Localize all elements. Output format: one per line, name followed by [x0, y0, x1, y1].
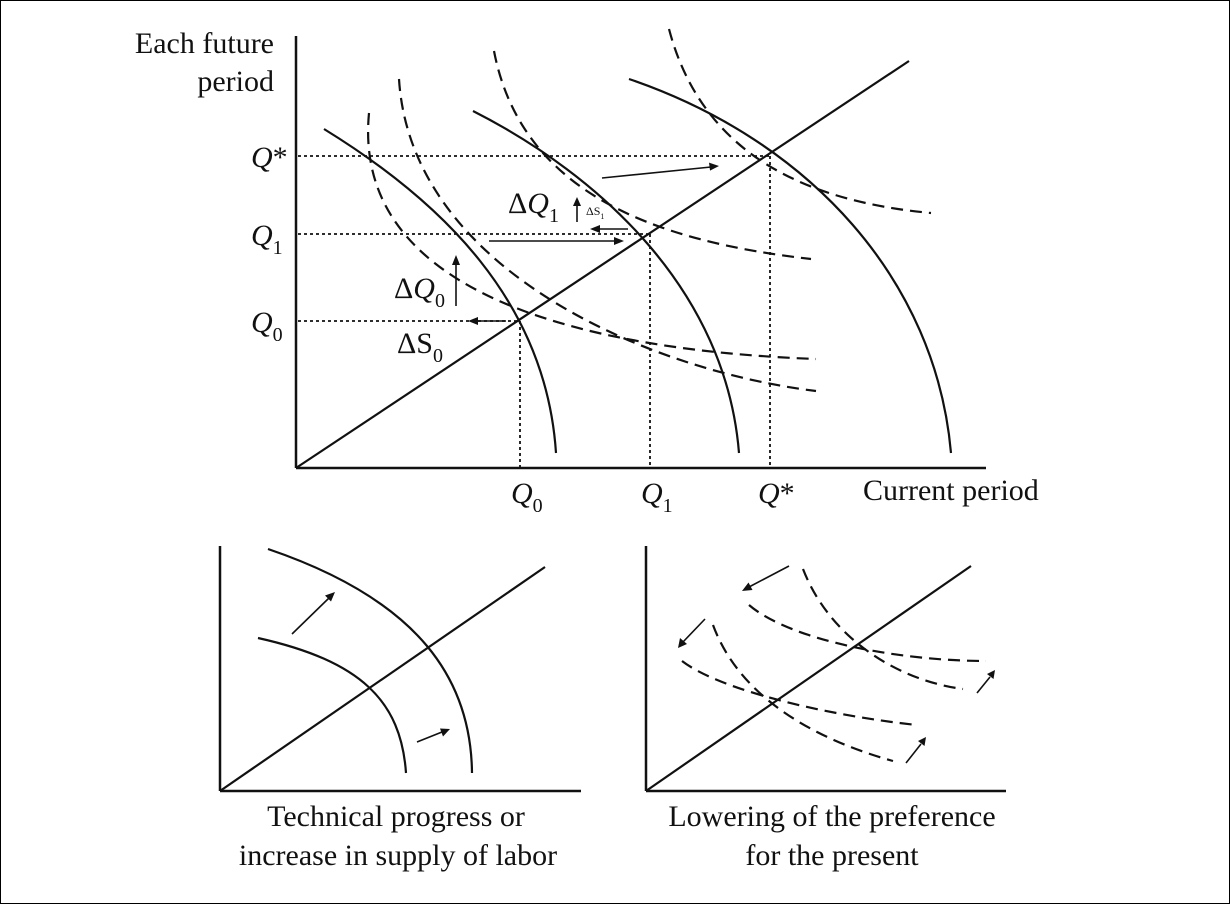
- right-panel-indifference-4: [711, 624, 894, 763]
- right-panel-arrow-ul-bottom-head: [678, 638, 687, 648]
- right-panel-indifference-1: [748, 604, 987, 663]
- arrow-ds1-head: [590, 225, 600, 233]
- main-diagonal-ray: [295, 60, 910, 469]
- left-panel-ppf-inner: [257, 636, 408, 774]
- right-panel-arrow-ur-bottom-head: [918, 737, 926, 746]
- arrow-q1-to-qstar-head: [709, 162, 719, 171]
- left-panel-arrow-right-head: [440, 728, 450, 737]
- x-label-q0: Q0: [511, 477, 543, 517]
- right-panel-arrow-ul-top-head: [742, 582, 753, 591]
- y-label-q0: Q0: [251, 306, 283, 346]
- indifference-curve-c: [492, 50, 812, 261]
- annotation-delta-s0: ΔS0: [397, 327, 443, 367]
- ppf-curve-1: [472, 110, 741, 454]
- indifference-curve-b: [397, 78, 817, 393]
- annotation-delta-q0: ΔQ0: [394, 272, 445, 312]
- left-panel-arrow-up: [291, 597, 330, 635]
- right-panel-arrow-ur-right-head: [987, 670, 995, 679]
- dotted-guides: [298, 155, 771, 468]
- y-axis-label-line2: period: [197, 65, 274, 98]
- x-axis-label: Current period: [863, 474, 1039, 507]
- annotation-delta-q1: ΔQ1: [508, 187, 559, 227]
- left-panel-caption-line1: Technical progress or: [267, 800, 525, 833]
- left-panel-caption-line2: increase in supply of labor: [239, 839, 557, 872]
- left-panel-arrow-right: [416, 731, 443, 743]
- y-label-q1: Q1: [251, 219, 283, 259]
- right-panel-indifference-3: [681, 660, 918, 727]
- right-panel-indifference-2: [801, 568, 964, 691]
- right-panel-arrow-ul-top: [748, 565, 790, 588]
- arrow-dq0-head: [452, 255, 460, 265]
- indifference-curve-d: [667, 28, 932, 215]
- arrow-dq1-head: [573, 197, 581, 206]
- right-panel-arrow-ur-bottom: [905, 743, 922, 764]
- indifference-curve-a: [366, 112, 817, 361]
- panel-technical-progress: Technical progress or increase in supply…: [218, 546, 581, 872]
- main-diagram: Each future period Current period Q* Q1 …: [135, 27, 1039, 517]
- left-panel-ppf-outer: [267, 547, 474, 774]
- arrow-q1-to-qstar: [601, 166, 712, 179]
- annotation-delta-s1: ΔS1: [586, 204, 604, 221]
- panel-lowering-preference: Lowering of the preference for the prese…: [644, 546, 1006, 872]
- ppf-curve-star: [628, 77, 953, 454]
- y-axis-label-line1: Each future: [135, 27, 274, 60]
- left-panel-arrow-up-head: [325, 592, 335, 602]
- x-label-q1: Q1: [641, 477, 673, 517]
- arrow-q0-to-q1-head: [614, 237, 624, 245]
- arrow-ds0-head: [468, 317, 478, 325]
- right-panel-arrow-ur-right: [976, 676, 991, 694]
- y-label-qstar: Q*: [251, 141, 288, 174]
- right-panel-arrow-ul-bottom: [682, 618, 706, 643]
- x-label-qstar: Q*: [758, 477, 795, 510]
- movement-arrows: [452, 162, 719, 325]
- left-panel-diagonal-ray: [219, 566, 546, 792]
- right-panel-caption-line1: Lowering of the preference: [668, 800, 995, 833]
- right-panel-caption-line2: for the present: [745, 839, 919, 872]
- right-panel-diagonal-ray: [645, 565, 972, 792]
